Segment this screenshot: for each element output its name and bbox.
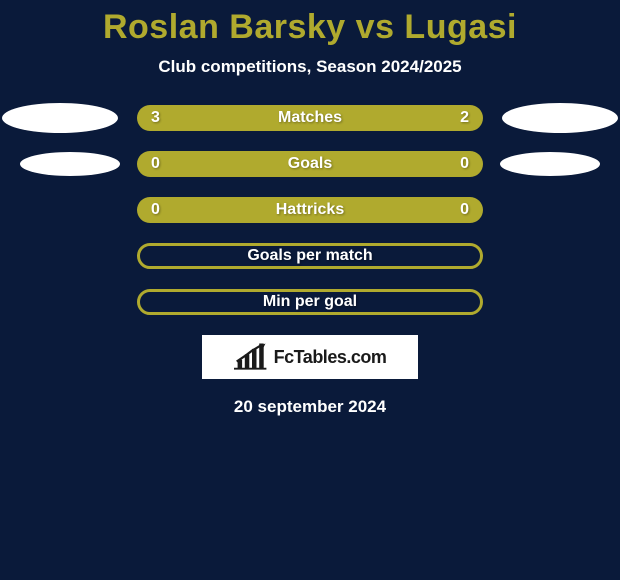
- stat-row: Min per goal: [0, 289, 620, 315]
- stat-left-value: 3: [151, 109, 160, 127]
- stat-right-value: 2: [460, 109, 469, 127]
- player-avatar-left: [20, 152, 120, 176]
- stat-bar-goals: 0 Goals 0: [137, 151, 483, 177]
- stat-left-value: 0: [151, 155, 160, 173]
- stat-label: Hattricks: [137, 201, 483, 219]
- stat-right-value: 0: [460, 201, 469, 219]
- stat-bar-goals-per-match: Goals per match: [137, 243, 483, 269]
- stat-label: Goals per match: [140, 247, 480, 265]
- bar-chart-icon: [234, 342, 270, 372]
- stat-label: Min per goal: [140, 293, 480, 311]
- stat-left-value: 0: [151, 201, 160, 219]
- logo-text: FcTables.com: [274, 347, 387, 368]
- page-title: Roslan Barsky vs Lugasi: [0, 0, 620, 47]
- stat-label: Goals: [137, 155, 483, 173]
- player-avatar-left: [2, 103, 118, 133]
- stat-row: 0 Hattricks 0: [0, 197, 620, 223]
- player-avatar-right: [500, 152, 600, 176]
- player-avatar-right: [502, 103, 618, 133]
- stat-row: 3 Matches 2: [0, 105, 620, 131]
- stat-label: Matches: [137, 109, 483, 127]
- comparison-infographic: Roslan Barsky vs Lugasi Club competition…: [0, 0, 620, 580]
- stat-bar-matches: 3 Matches 2: [137, 105, 483, 131]
- logo-box: FcTables.com: [202, 335, 418, 379]
- stat-bar-hattricks: 0 Hattricks 0: [137, 197, 483, 223]
- stat-right-value: 0: [460, 155, 469, 173]
- stat-bar-min-per-goal: Min per goal: [137, 289, 483, 315]
- stat-row: 0 Goals 0: [0, 151, 620, 177]
- stat-row: Goals per match: [0, 243, 620, 269]
- stat-rows: 3 Matches 2 0 Goals 0 0 Hattricks 0: [0, 105, 620, 315]
- date-text: 20 september 2024: [0, 397, 620, 417]
- subtitle: Club competitions, Season 2024/2025: [0, 57, 620, 77]
